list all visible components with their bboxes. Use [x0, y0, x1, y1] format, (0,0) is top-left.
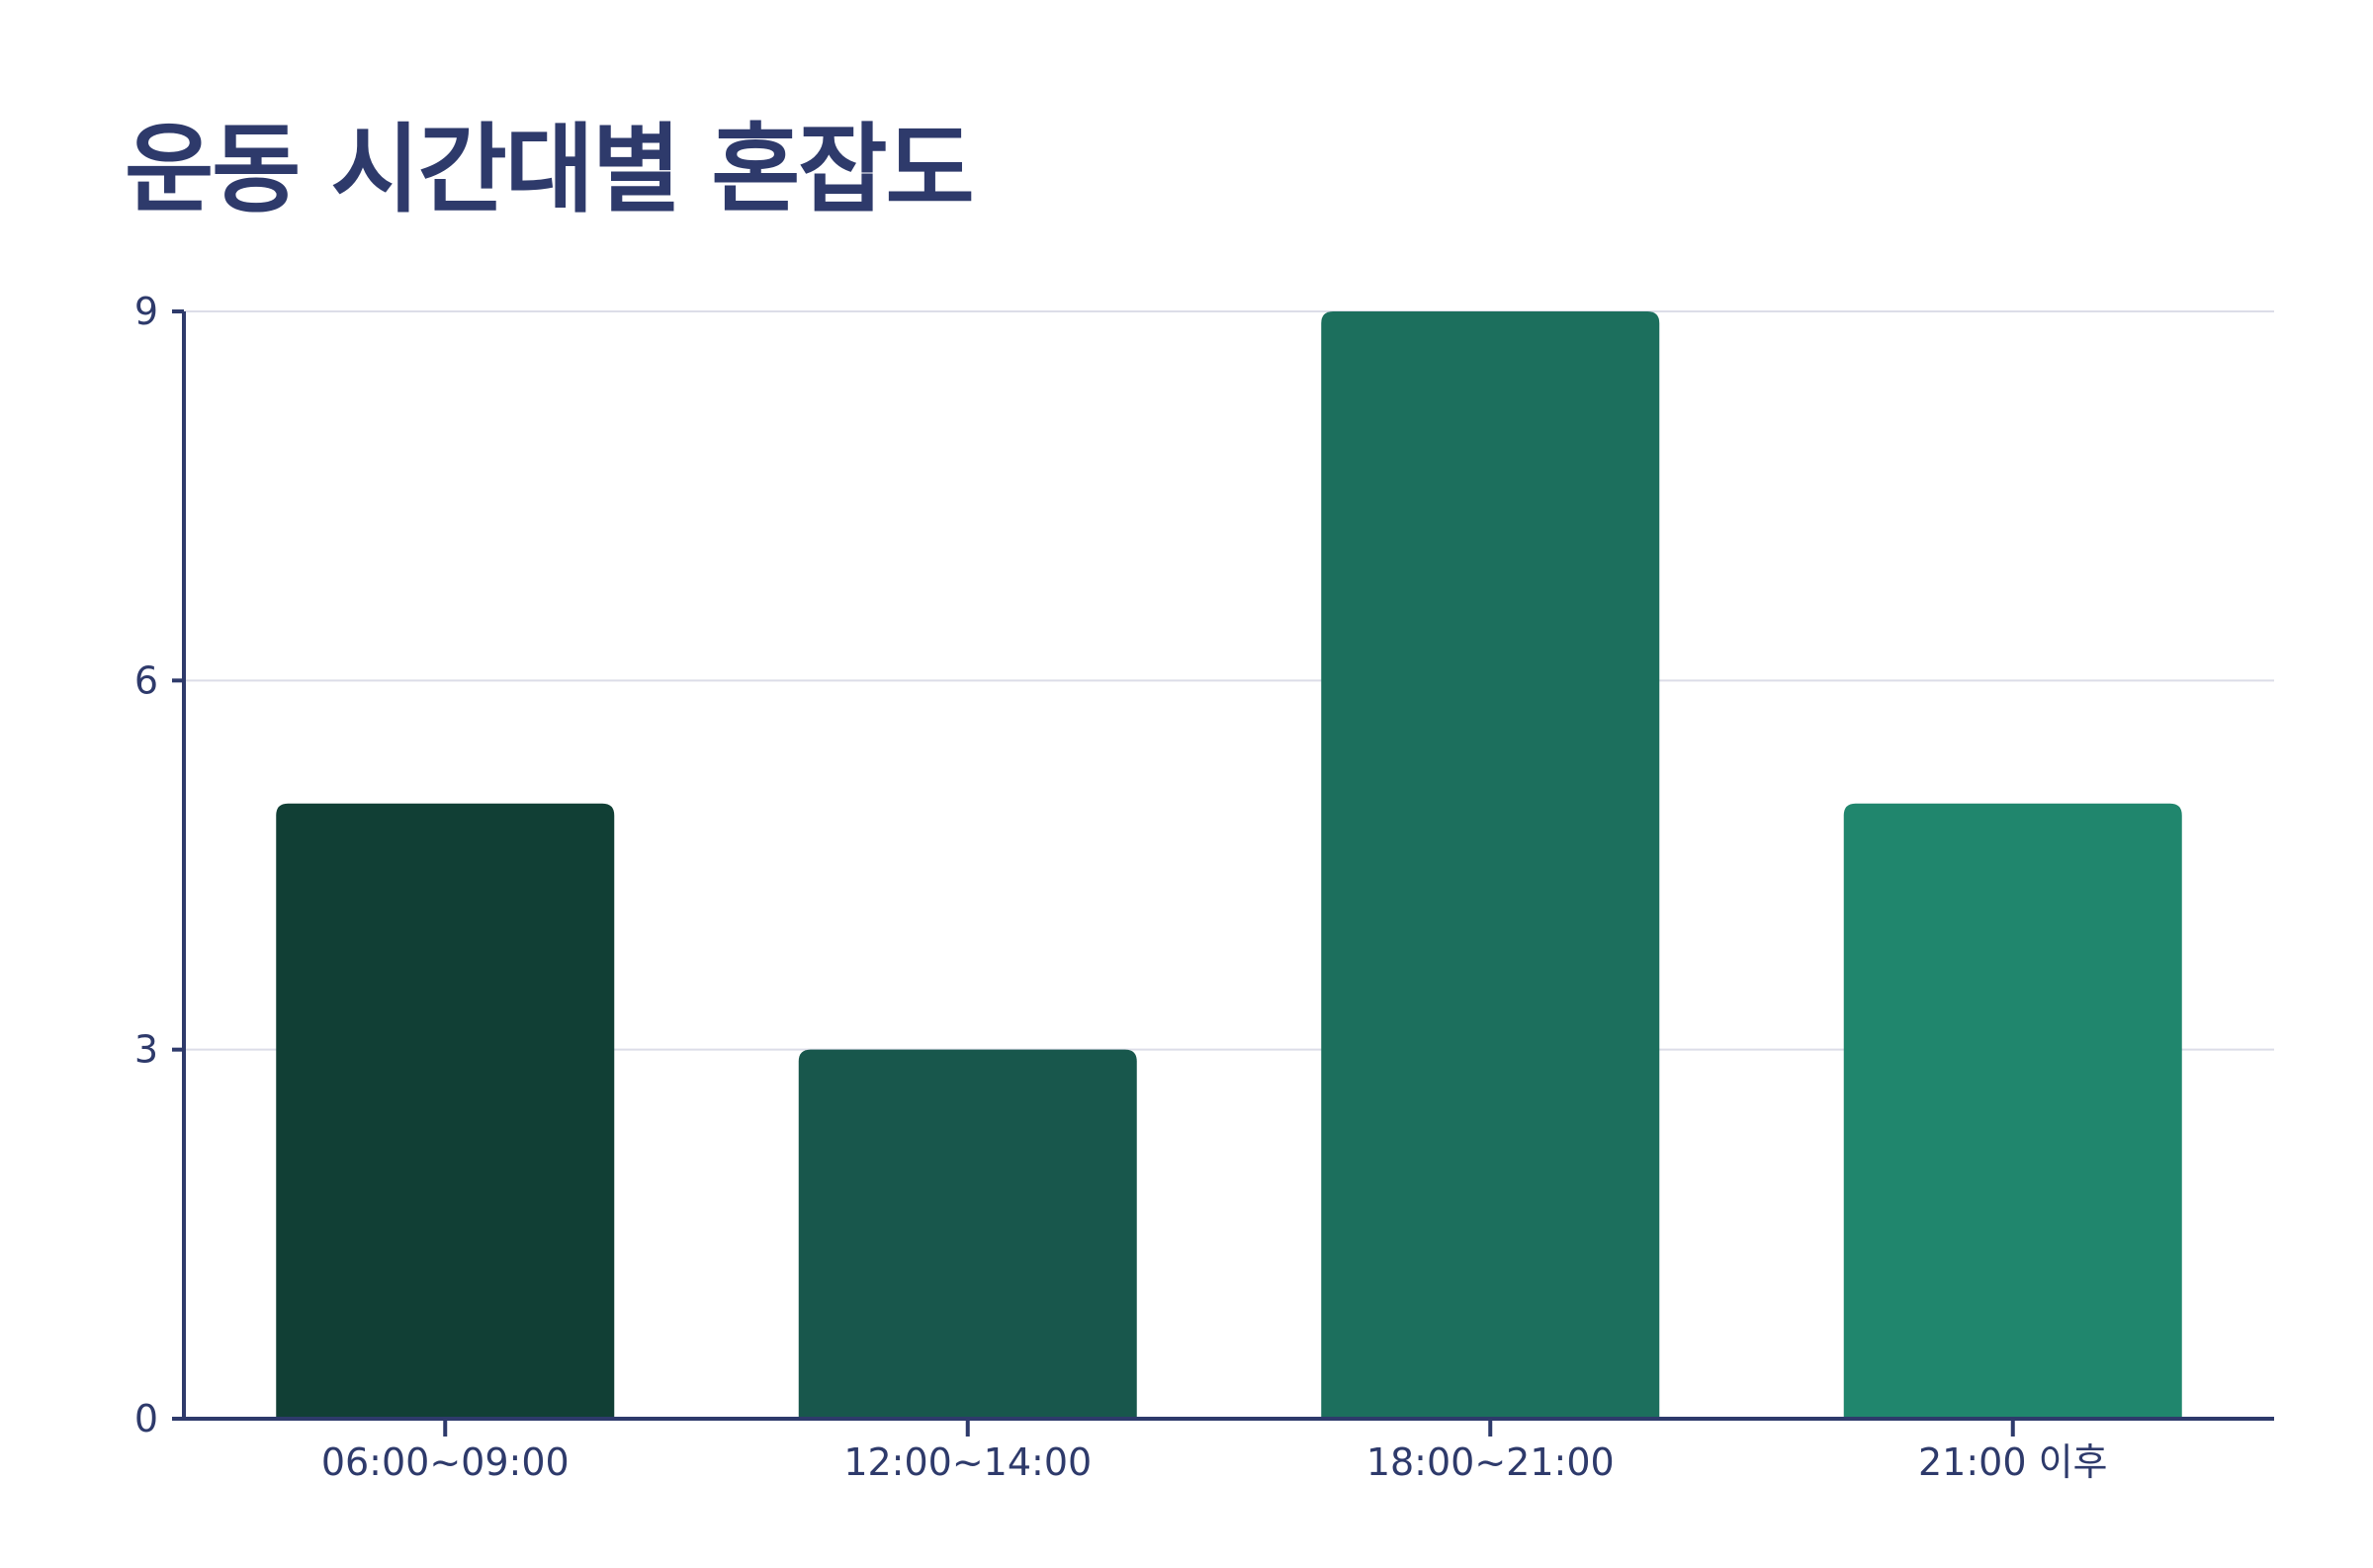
bars — [276, 311, 2182, 1419]
x-tick-label: 21:00 이후 — [1918, 1440, 2108, 1484]
axes — [182, 311, 2274, 1421]
bar — [276, 803, 615, 1419]
chart-title: 운동 시간대별 혼잡도 — [125, 114, 975, 226]
y-tick-label: 0 — [134, 1397, 158, 1440]
y-tick-label: 6 — [134, 658, 158, 702]
bar — [798, 1049, 1137, 1419]
x-axis-ticks: 06:00~09:00 12:00~14:00 18:00~21:00 21:00 이… — [321, 1419, 2108, 1484]
bar — [1843, 803, 2182, 1419]
y-tick-label: 9 — [134, 290, 158, 333]
y-tick-label: 3 — [134, 1028, 158, 1072]
bar — [1321, 311, 1660, 1419]
y-axis-ticks: 0 3 6 9 — [134, 290, 184, 1440]
x-tick-label: 06:00~09:00 — [321, 1440, 570, 1484]
x-tick-label: 18:00~21:00 — [1366, 1440, 1615, 1484]
x-tick-label: 12:00~14:00 — [843, 1440, 1092, 1484]
